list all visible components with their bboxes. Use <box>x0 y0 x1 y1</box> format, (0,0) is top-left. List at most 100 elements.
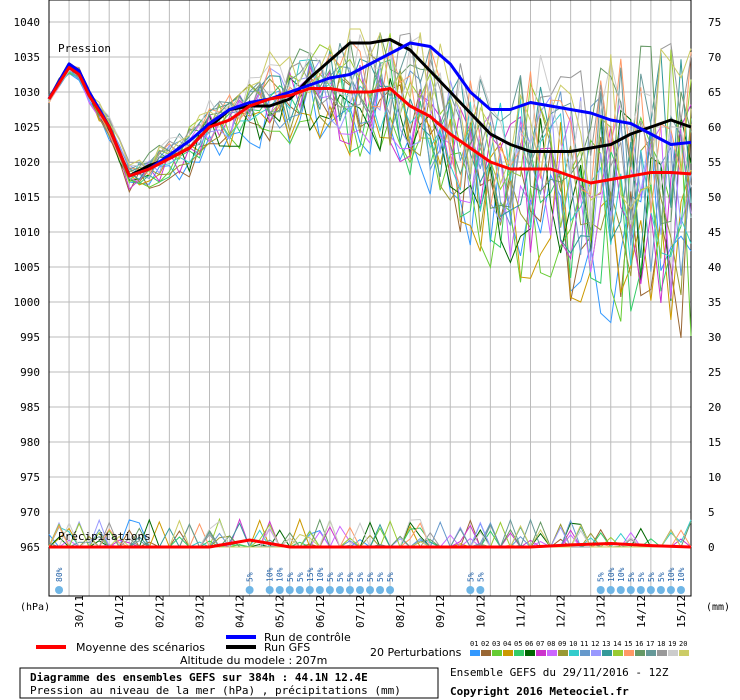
date-tick-label: 06/12 <box>314 595 327 628</box>
snow-icon <box>295 586 304 594</box>
perturbation-legend-swatch <box>679 650 689 656</box>
perturbation-legend: 01 02 03 04 05 06 07 08 09 10 11 12 13 14 15 16 17 18 19 20 <box>470 640 689 656</box>
date-tick-label: 02/12 <box>153 595 166 628</box>
snow-icon <box>466 586 475 594</box>
snow-icon <box>355 586 364 594</box>
perturbation-legend-swatch <box>646 650 656 656</box>
perturbation-legend-id: 10 <box>569 640 577 648</box>
footer-subtitle: Pression au niveau de la mer (hPa) , pré… <box>30 684 401 697</box>
snow-icon <box>265 586 274 594</box>
pressure-label: Pression <box>58 42 111 55</box>
snow-icon <box>285 586 294 594</box>
footer-title: Diagramme des ensembles GEFS sur 384h : … <box>30 671 368 684</box>
snow-probability-label: 5% <box>657 572 666 582</box>
snow-icon <box>636 586 645 594</box>
pressure-tick-label: 1000 <box>14 296 41 309</box>
pressure-tick-label: 1025 <box>14 121 41 134</box>
precip-tick-label: 5 <box>708 506 715 519</box>
perturbation-legend-id: 12 <box>591 640 599 648</box>
perturbation-legend-id: 19 <box>668 640 676 648</box>
perturbation-line <box>48 40 692 261</box>
precip-tick-label: 0 <box>708 541 715 554</box>
perturbation-line <box>48 53 692 296</box>
pressure-tick-label: 980 <box>20 436 40 449</box>
precip-tick-label: 45 <box>708 226 721 239</box>
perturbation-legend-swatch <box>635 650 645 656</box>
left-unit: (hPa) <box>20 602 50 613</box>
perturbation-legend-swatch <box>547 650 557 656</box>
perturbation-line <box>48 39 692 214</box>
perturbation-line <box>48 64 692 303</box>
pressure-tick-label: 970 <box>20 506 40 519</box>
snow-icon <box>386 586 395 594</box>
date-tick-label: 01/12 <box>113 595 126 628</box>
perturbation-legend-id: 09 <box>558 640 566 648</box>
date-tick-label: 04/12 <box>234 595 247 628</box>
date-tick-label: 10/12 <box>474 595 487 628</box>
pressure-tick-label: 975 <box>20 471 40 484</box>
date-tick-label: 03/12 <box>193 595 206 628</box>
perturbation-legend-swatch <box>602 650 612 656</box>
perturbation-line <box>48 28 692 210</box>
perturbation-legend-swatch <box>569 650 579 656</box>
right-unit: (mm) <box>706 602 730 613</box>
snow-probability-label: 5% <box>346 572 355 582</box>
snow-probability-label: 10% <box>607 567 616 582</box>
perturbation-legend-id: 14 <box>613 640 621 648</box>
perturbation-legend-id: 16 <box>635 640 643 648</box>
snow-probability-label: 5% <box>246 572 255 582</box>
series-line-run-gfs <box>47 38 692 178</box>
snow-probability-label: 5% <box>296 572 305 582</box>
snow-probability-label: 5% <box>647 572 656 582</box>
precip-tick-label: 15 <box>708 436 721 449</box>
precip-tick-label: 60 <box>708 121 721 134</box>
date-tick-label: 12/12 <box>555 595 568 628</box>
perturbation-legend-swatch <box>624 650 634 656</box>
snow-icon <box>275 586 284 594</box>
snow-probability-label: 5% <box>637 572 646 582</box>
perturbation-legend-id: 11 <box>580 640 588 648</box>
pressure-tick-label: 1035 <box>14 51 41 64</box>
snow-probability-label: 5% <box>376 572 385 582</box>
precip-tick-label: 55 <box>708 156 721 169</box>
ensemble-run: Ensemble GEFS du 29/11/2016 - 12Z <box>450 666 669 679</box>
perturbation-legend-id: 20 <box>679 640 687 648</box>
precip-tick-label: 20 <box>708 401 721 414</box>
precip-axis: 0 5 10 15 20 25 30 35 40 45 50 55 60 65 70 75 <box>708 16 721 554</box>
snow-probability-label: 5% <box>627 572 636 582</box>
pressure-tick-label: 1005 <box>14 261 41 274</box>
pressure-tick-label: 985 <box>20 401 40 414</box>
snow-probability-label: 5% <box>286 572 295 582</box>
snow-icon <box>376 586 385 594</box>
snow-probability-label: 5% <box>336 572 345 582</box>
perturbation-legend-swatch <box>536 650 546 656</box>
date-axis: 30/11 01/12 02/12 03/12 04/12 05/12 06/12 07/12… <box>73 595 688 628</box>
snow-probability-row: 80% 5% 10% 10% 5% 5% 15% 10% 5% 5% 5% 5% 5% 5% 5% 5% 5% 5… <box>55 567 686 594</box>
snow-probability-label: 5% <box>476 572 485 582</box>
precip-tick-label: 65 <box>708 86 721 99</box>
perturbation-legend-id: 13 <box>602 640 610 648</box>
precip-tick-label: 75 <box>708 16 721 29</box>
perturbation-legend-id: 01 <box>470 640 478 648</box>
snow-icon <box>626 586 635 594</box>
snow-icon <box>476 586 485 594</box>
altitude-text: Altitude du modele : 207m <box>180 654 327 667</box>
snow-icon <box>345 586 354 594</box>
precip-mean-line <box>49 538 692 549</box>
perturbation-legend-id: 06 <box>525 640 533 648</box>
precip-label: Précipitations <box>58 530 151 543</box>
precip-tick-label: 35 <box>708 296 721 309</box>
snow-icon <box>315 586 324 594</box>
pressure-tick-label: 965 <box>20 541 40 554</box>
date-tick-label: 14/12 <box>635 595 648 628</box>
perturbation-count: 20 Perturbations <box>370 646 462 659</box>
snow-icon <box>325 586 334 594</box>
series-line-moyenne-des-sc-narios <box>47 66 692 185</box>
perturbation-legend-id: 05 <box>514 640 522 648</box>
precip-tick-label: 10 <box>708 471 721 484</box>
perturbation-legend-id: 04 <box>503 640 511 648</box>
precip-tick-label: 70 <box>708 51 721 64</box>
perturbation-legend-id: 02 <box>481 640 489 648</box>
snow-probability-label: 5% <box>326 572 335 582</box>
